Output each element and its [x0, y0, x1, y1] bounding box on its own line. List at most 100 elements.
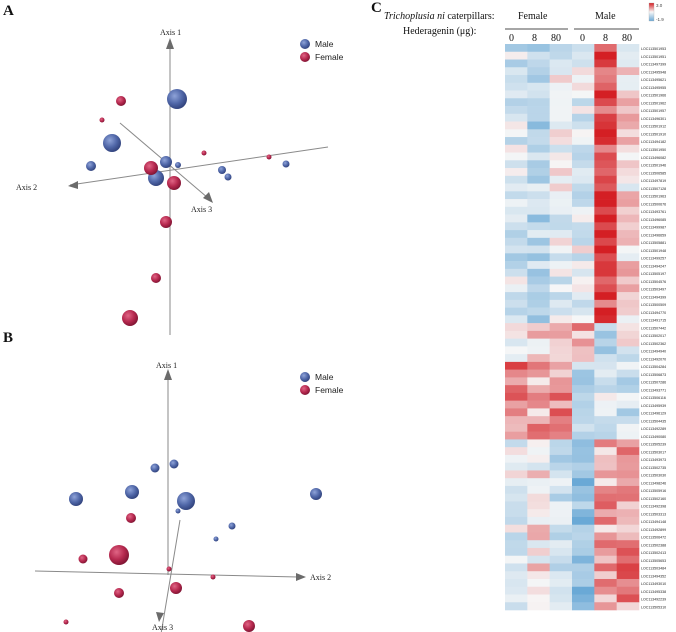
heatmap-cell	[527, 439, 550, 448]
heatmap-cell	[527, 67, 550, 76]
gene-label: LOC113498246	[641, 481, 666, 485]
heatmap-cell	[572, 354, 595, 363]
heatmap-cell	[505, 160, 528, 169]
heatmap-cell	[527, 516, 550, 526]
heatmap-cell	[527, 144, 550, 153]
heatmap-cell	[572, 67, 595, 76]
plot-b: Axis 1 Axis 2 Axis 3 Male Female	[34, 361, 344, 632]
heatmap-cell	[572, 408, 595, 417]
heatmap-cell	[572, 137, 595, 146]
heatmap-cell	[572, 524, 595, 533]
gene-label: LOC113502160	[641, 497, 666, 501]
heatmap-cell	[572, 532, 595, 541]
gene-label: LOC113492070	[641, 357, 666, 361]
gene-label: LOC113503313	[641, 512, 666, 516]
heatmap-cell	[505, 377, 528, 386]
scale-max-label: 3.0	[656, 3, 663, 8]
heatmap-cell	[616, 369, 640, 378]
axis3-label-a: Axis 3	[191, 205, 212, 214]
heatmap-cell	[594, 245, 617, 254]
male-point	[167, 89, 187, 109]
female-point	[210, 574, 216, 580]
heatmap-cell	[572, 516, 595, 526]
heatmap-cell	[549, 423, 573, 432]
heatmap-cell	[572, 152, 595, 161]
female-point	[122, 310, 138, 326]
heatmap-cell	[527, 284, 550, 293]
heatmap-cell	[527, 563, 550, 572]
heatmap-cell	[594, 206, 617, 215]
heatmap-cell	[549, 160, 573, 169]
heatmap-cell	[594, 540, 617, 549]
heatmap-cell	[527, 578, 550, 588]
axis3-arrow-a	[203, 192, 213, 203]
heatmap-cell	[616, 183, 640, 192]
heatmap-cell	[616, 113, 640, 122]
heatmap-cell	[549, 346, 573, 355]
heatmap-cell	[616, 346, 640, 355]
heatmap-cell	[572, 416, 595, 425]
heatmap-cell	[616, 245, 640, 254]
heatmap-cell	[572, 199, 595, 208]
heatmap-cell	[616, 602, 640, 611]
heatmap-cell	[616, 230, 640, 239]
heatmap-cell	[549, 470, 573, 479]
heatmap-cell	[549, 547, 573, 557]
heatmap-cell	[594, 82, 617, 91]
heatmap-cell	[549, 377, 573, 386]
heatmap-cell	[549, 90, 573, 99]
heatmap-cell	[527, 555, 550, 564]
gene-label: LOC113496659	[641, 233, 666, 237]
panel-label-a: A	[3, 3, 14, 19]
heatmap-cell	[549, 284, 573, 293]
heatmap-cell	[594, 152, 617, 161]
gene-label: LOC113497819	[641, 179, 666, 183]
male-point	[218, 166, 226, 174]
gene-label: LOC113501957	[641, 109, 666, 113]
heatmap-cell	[549, 493, 573, 502]
heatmap-cell	[549, 261, 573, 270]
heatmap-cell	[505, 75, 528, 84]
axis1-label-a: Axis 1	[160, 28, 181, 37]
gene-label: LOC113507442	[641, 326, 666, 330]
legend-male-label-b: Male	[315, 372, 334, 382]
gene-label: LOC113505239	[641, 443, 666, 447]
heatmap-cell	[616, 439, 640, 448]
heatmap-cell	[594, 129, 617, 138]
heatmap-cell	[572, 51, 595, 60]
heatmap-cell	[572, 377, 595, 386]
heatmap-cell	[527, 121, 550, 130]
species-suffix: caterpillars:	[444, 11, 495, 22]
heatmap-cell	[594, 578, 617, 588]
axis3-line-b	[160, 519, 181, 632]
heatmap-cell	[572, 338, 595, 347]
heatmap-cell	[527, 245, 550, 254]
heatmap-cell	[594, 59, 617, 68]
heatmap-cell	[594, 144, 617, 153]
heatmap-cell	[572, 253, 595, 262]
heatmap-cell	[527, 206, 550, 215]
heatmap-cell	[616, 501, 640, 510]
heatmap-cell	[505, 129, 528, 138]
heatmap-cell	[505, 594, 528, 603]
heatmap-cell	[527, 90, 550, 99]
heatmap-cell	[527, 292, 550, 301]
heatmap-cell	[616, 90, 640, 99]
heatmap-cell	[505, 315, 528, 324]
heatmap-cell	[572, 470, 595, 479]
gene-label: LOC113504576	[641, 280, 666, 284]
heatmap-cell	[549, 330, 573, 339]
heatmap-cell	[549, 144, 573, 153]
heatmap-cell	[616, 354, 640, 363]
heatmap-cell	[594, 75, 617, 84]
heatmap-cell	[527, 183, 550, 192]
male-point	[310, 488, 322, 500]
heatmap-cell	[594, 90, 617, 99]
heatmap-cell	[505, 462, 528, 471]
female-point	[170, 582, 182, 594]
heatmap-cell	[549, 447, 573, 456]
heatmap-cell	[527, 323, 550, 332]
heatmap-cell	[594, 586, 617, 595]
dose-label: 80	[551, 33, 561, 44]
legend-male-dot-a	[300, 39, 310, 49]
